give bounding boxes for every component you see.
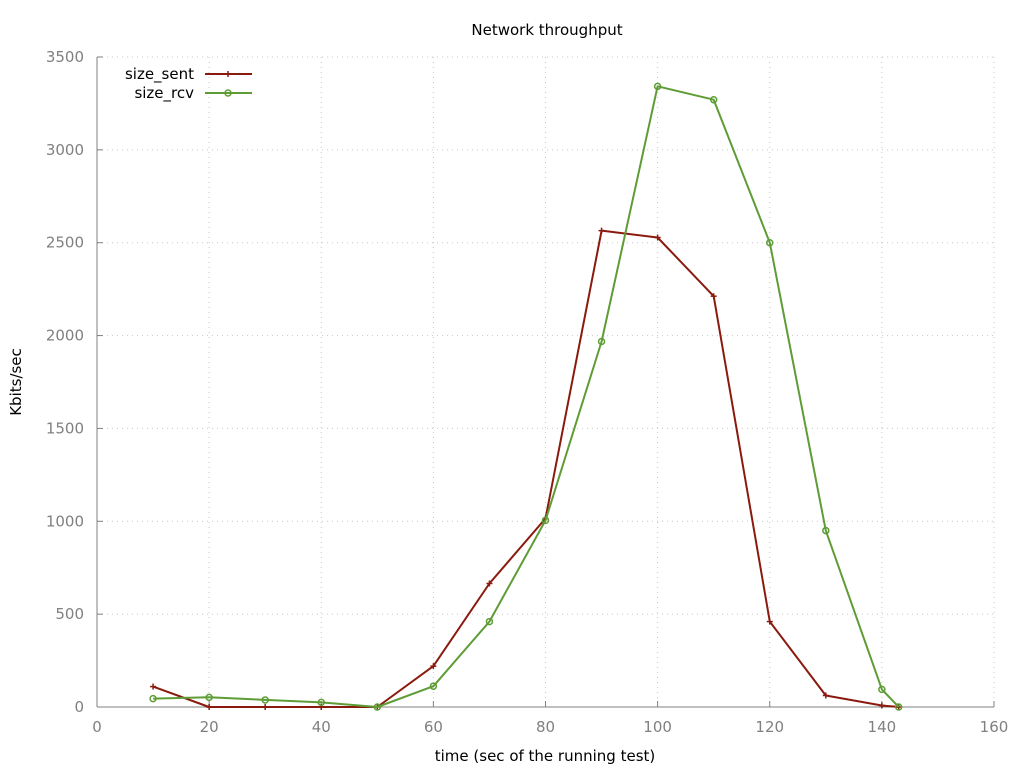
grid <box>97 56 995 707</box>
data-point-size_rcv <box>894 703 903 711</box>
x-tick-label: 160 <box>980 718 1009 736</box>
data-point-size_sent <box>150 683 157 690</box>
y-axis-label: Kbits/sec <box>7 348 25 416</box>
data-point-size_rcv <box>485 617 494 626</box>
data-point-size_sent <box>878 702 885 709</box>
data-point-size_rcv <box>597 337 606 346</box>
data-point-size_sent <box>766 618 773 625</box>
series-size_rcv <box>149 82 903 711</box>
y-tick-label: 3500 <box>46 48 84 66</box>
data-point-size_rcv <box>429 682 438 690</box>
data-point-size_sent <box>598 227 605 234</box>
series <box>149 82 903 711</box>
x-tick-label: 0 <box>92 718 102 736</box>
data-point-size_sent <box>486 580 493 587</box>
chart-title: Network throughput <box>471 21 622 39</box>
x-tick-label: 100 <box>643 718 672 736</box>
data-point-size_rcv <box>766 238 774 247</box>
data-point-size_rcv <box>653 82 662 91</box>
legend-marker <box>225 71 231 77</box>
data-point-size_rcv <box>709 95 718 104</box>
legend-marker <box>224 89 232 97</box>
data-point-size_sent <box>262 704 269 710</box>
series-size_sent <box>150 227 902 710</box>
data-point-size_sent <box>822 692 829 699</box>
series-line-size_rcv <box>153 85 900 708</box>
data-point-size_rcv <box>317 698 325 707</box>
x-tick-label: 40 <box>312 718 331 736</box>
x-tick-label: 20 <box>200 718 219 736</box>
x-axis-label: time (sec of the running test) <box>435 747 656 765</box>
x-tick-label: 60 <box>424 718 443 736</box>
data-point-size_rcv <box>822 526 830 535</box>
y-tick-label: 1000 <box>46 512 84 530</box>
series-line-size_sent <box>152 229 899 708</box>
tick-labels: 0 20 40 60 80 100 120 140 160 0 500 1000 1500 2000 250… <box>46 48 1009 736</box>
data-point-size_sent <box>710 293 717 300</box>
data-point-size_rcv <box>541 516 550 525</box>
legend-label: size_sent <box>125 65 194 84</box>
legend-entry-size_rcv: size_rcv <box>134 84 252 103</box>
x-tick-label: 140 <box>868 718 897 736</box>
data-point-size_rcv <box>878 685 886 694</box>
x-tick-label: 80 <box>536 718 555 736</box>
data-point-size_rcv <box>261 696 269 704</box>
data-point-size_sent <box>654 234 661 241</box>
x-tick-label: 120 <box>755 718 784 736</box>
data-point-size_sent <box>206 704 213 710</box>
y-tick-label: 500 <box>55 605 84 623</box>
data-point-size_rcv <box>205 693 213 702</box>
legend-entry-size_sent: size_sent <box>125 65 252 84</box>
legend-label: size_rcv <box>134 84 194 103</box>
data-point-size_sent <box>430 663 437 670</box>
data-point-size_rcv <box>149 694 157 703</box>
y-tick-label: 2500 <box>46 234 84 252</box>
y-tick-label: 0 <box>74 698 84 716</box>
data-point-size_rcv <box>373 703 382 711</box>
y-tick-label: 3000 <box>46 141 84 159</box>
y-tick-label: 1500 <box>46 419 84 437</box>
y-tick-label: 2000 <box>46 327 84 345</box>
